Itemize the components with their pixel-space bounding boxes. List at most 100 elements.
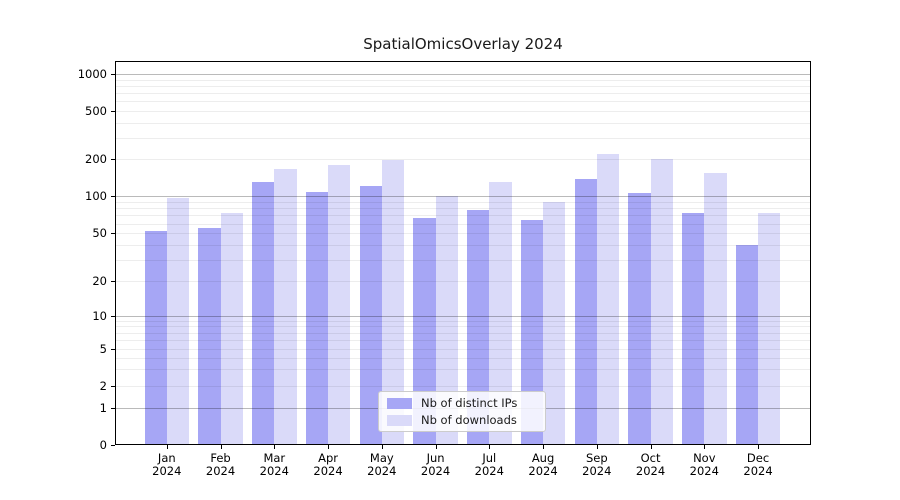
- y-tick-label-0: 0: [99, 437, 107, 452]
- bar-downloads-may: [381, 159, 405, 445]
- gridline-80: [115, 208, 811, 210]
- x-tick-mark-mar: [274, 444, 276, 449]
- y-tick-mark-100: [111, 196, 115, 198]
- bar-distinct-ips-sep: [574, 179, 597, 445]
- y-tick-mark-5: [111, 349, 115, 351]
- y-tick-mark-0: [111, 444, 115, 446]
- gridline-400: [115, 122, 811, 124]
- y-tick-label-2: 2: [99, 378, 107, 393]
- x-tick-label-feb: Feb 2024: [205, 450, 236, 478]
- x-tick-mark-aug: [543, 444, 545, 449]
- gridline-2: [115, 385, 811, 387]
- y-tick-mark-1: [111, 407, 115, 409]
- gridline-3: [115, 369, 811, 371]
- bar-downloads-aug: [543, 201, 566, 445]
- legend-label-distinct-ips: Nb of distinct IPs: [421, 396, 518, 410]
- plot-area: 0 1 2 5 10 20 50 100 200 500 1000 Jan 2024 Feb 2024 Mar…: [78, 61, 811, 478]
- x-tick-label-mar: Mar 2024: [259, 450, 289, 478]
- bar-distinct-ips-dec: [735, 244, 759, 445]
- y-tick-label-100: 100: [85, 189, 107, 204]
- x-tick-mark-jul: [489, 444, 491, 449]
- bar-downloads-apr: [328, 164, 351, 445]
- bar-distinct-ips-aug: [520, 220, 544, 445]
- gridline-10: [115, 315, 811, 317]
- gridline-1000: [115, 74, 811, 75]
- legend: Nb of distinct IPs Nb of downloads: [378, 391, 546, 432]
- x-tick-mark-may: [381, 444, 383, 449]
- x-tick-label-nov: Nov 2024: [689, 450, 719, 478]
- x-tick-label-may: May 2024: [367, 450, 397, 478]
- bar-downloads-jan: [166, 197, 190, 445]
- y-tick-mark-50: [111, 233, 115, 235]
- gridline-6: [115, 340, 811, 342]
- x-tick-mark-jan: [166, 444, 168, 449]
- gridline-800: [115, 85, 811, 87]
- y-tick-mark-10: [111, 315, 115, 317]
- bar-downloads-feb: [220, 213, 243, 445]
- y-tick-label-5: 5: [99, 342, 107, 356]
- gridline-100: [115, 196, 811, 198]
- x-tick-mark-jun: [435, 444, 437, 449]
- gridline-900: [115, 79, 811, 81]
- gridline-700: [115, 92, 811, 94]
- x-tick-label-dec: Dec 2024: [743, 450, 773, 478]
- y-tick-label-200: 200: [85, 152, 107, 167]
- legend-swatch-distinct-ips: [387, 397, 412, 409]
- gridline-60: [115, 223, 811, 225]
- gridline-40: [115, 244, 811, 246]
- y-tick-label-1000: 1000: [77, 67, 107, 81]
- bar-distinct-ips-feb: [198, 228, 221, 445]
- bar-distinct-ips-oct: [628, 193, 651, 445]
- bar-distinct-ips-may: [359, 186, 382, 445]
- gridline-7: [115, 332, 811, 334]
- x-tick-mark-nov: [704, 444, 706, 449]
- gridline-30: [115, 259, 811, 261]
- gridline-500: [115, 110, 811, 112]
- y-tick-label-20: 20: [92, 273, 107, 288]
- y-tick-mark-2: [111, 385, 115, 387]
- gridline-4: [115, 357, 811, 359]
- legend-item-downloads: Nb of downloads: [387, 413, 537, 427]
- x-tick-mark-apr: [328, 444, 330, 449]
- bar-downloads-oct: [650, 159, 673, 445]
- gridline-70: [115, 215, 811, 217]
- gridline-300: [115, 137, 811, 139]
- x-tick-label-apr: Apr 2024: [313, 450, 343, 478]
- bar-distinct-ips-nov: [682, 213, 705, 445]
- gridline-600: [115, 101, 811, 103]
- bar-distinct-ips-apr: [305, 191, 329, 445]
- x-tick-mark-oct: [650, 444, 652, 449]
- bar-distinct-ips-mar: [252, 181, 275, 445]
- x-tick-label-aug: Aug 2024: [528, 450, 558, 478]
- y-tick-label-50: 50: [92, 226, 107, 241]
- x-tick-label-oct: Oct 2024: [635, 450, 666, 478]
- chart-title: SpatialOmicsOverlay 2024: [363, 35, 563, 53]
- gridline-200: [115, 159, 811, 161]
- bar-distinct-ips-jan: [144, 231, 167, 445]
- gridline-9: [115, 320, 811, 322]
- bar-downloads-jul: [489, 182, 512, 445]
- bar-downloads-jun: [435, 196, 458, 445]
- y-tick-label-500: 500: [85, 103, 107, 118]
- gridline-50: [115, 233, 811, 235]
- x-tick-mark-feb: [220, 444, 222, 449]
- y-tick-mark-500: [111, 110, 115, 112]
- bar-downloads-mar: [274, 168, 297, 445]
- bar-distinct-ips-jul: [467, 210, 490, 445]
- x-tick-mark-sep: [596, 444, 598, 449]
- y-tick-label-10: 10: [92, 308, 107, 323]
- bar-downloads-dec: [758, 213, 781, 445]
- bar-downloads-nov: [704, 172, 727, 445]
- gridline-8: [115, 326, 811, 328]
- y-tick-mark-200: [111, 159, 115, 161]
- gridline-20: [115, 280, 811, 282]
- gridline-5: [115, 349, 811, 350]
- x-tick-label-jul: Jul 2024: [474, 450, 504, 478]
- bar-distinct-ips-jun: [413, 218, 436, 445]
- gridline-90: [115, 201, 811, 203]
- legend-label-downloads: Nb of downloads: [421, 413, 517, 427]
- y-tick-mark-20: [111, 280, 115, 282]
- x-tick-mark-dec: [758, 444, 760, 449]
- y-tick-mark-1000: [111, 74, 115, 76]
